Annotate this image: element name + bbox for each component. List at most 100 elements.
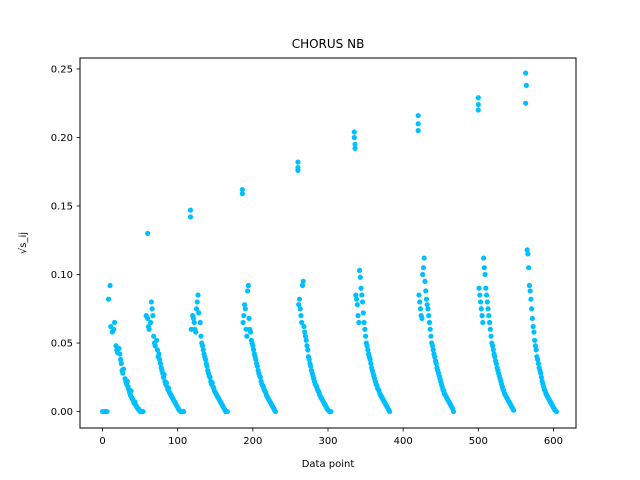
data-point [140, 408, 146, 415]
data-point [416, 292, 422, 298]
data-point [299, 282, 306, 289]
data-point [306, 356, 312, 363]
data-point [351, 129, 357, 135]
data-point [482, 271, 488, 278]
data-point [421, 255, 427, 261]
data-point [193, 329, 199, 335]
data-point [489, 343, 496, 349]
data-point [420, 265, 427, 271]
data-point [367, 356, 373, 363]
data-point [145, 315, 151, 321]
data-point [486, 313, 492, 319]
data-point [204, 363, 210, 369]
data-point [362, 326, 368, 332]
data-point [105, 296, 112, 302]
data-point [308, 363, 314, 369]
y-tick-label: 0.15 [51, 202, 73, 213]
data-point [188, 326, 194, 332]
data-point [535, 356, 541, 363]
y-tick-label: 0.20 [51, 133, 73, 144]
data-point [477, 292, 483, 298]
data-point [358, 285, 364, 291]
data-point [251, 347, 257, 353]
data-point [538, 370, 544, 376]
data-point [535, 360, 542, 367]
data-point [198, 333, 204, 339]
data-point [356, 267, 363, 274]
data-point [117, 356, 124, 363]
data-point [209, 380, 215, 386]
points-layer [99, 70, 560, 415]
data-point [154, 347, 161, 353]
data-point [152, 343, 158, 349]
data-point [246, 315, 252, 321]
data-point [428, 333, 434, 339]
data-point [107, 282, 113, 289]
data-point [295, 159, 301, 165]
data-point [124, 378, 130, 385]
data-point [533, 347, 539, 353]
data-point [529, 315, 536, 321]
data-point [117, 351, 123, 357]
data-point [240, 319, 246, 326]
data-point [207, 374, 213, 380]
data-point [297, 306, 303, 312]
data-point [365, 347, 371, 353]
data-point [487, 326, 493, 332]
data-point [432, 354, 438, 360]
data-point [241, 313, 247, 319]
data-point [224, 408, 230, 415]
data-point [480, 319, 486, 326]
data-point [538, 374, 545, 380]
x-tick-label: 100 [168, 436, 187, 447]
data-point [111, 319, 118, 326]
data-point [359, 292, 365, 298]
data-point [244, 333, 250, 339]
data-point [257, 374, 263, 380]
data-point [430, 347, 436, 353]
data-point [244, 288, 251, 294]
data-point [128, 388, 134, 394]
chart-title: CHORUS NB [292, 37, 365, 51]
data-point [352, 141, 358, 147]
data-point [362, 333, 369, 339]
data-point [253, 356, 259, 363]
data-point [145, 230, 151, 237]
data-point [157, 360, 164, 367]
data-point [352, 145, 358, 152]
data-point [450, 408, 457, 415]
data-point [477, 299, 484, 305]
data-point [301, 323, 307, 330]
data-point [480, 255, 487, 261]
data-point [146, 326, 152, 332]
data-point [415, 121, 421, 127]
data-point [523, 82, 530, 89]
data-point [328, 408, 334, 415]
data-point [181, 408, 187, 415]
data-point [116, 345, 122, 352]
data-point [532, 343, 539, 349]
data-point [488, 333, 494, 339]
x-tick-label: 500 [469, 436, 488, 447]
data-point [161, 371, 167, 378]
data-point [357, 274, 363, 280]
data-point [368, 360, 374, 367]
data-point [118, 360, 124, 367]
data-point [417, 299, 423, 305]
data-point [239, 186, 245, 193]
data-point [427, 326, 433, 332]
data-point [148, 319, 154, 326]
data-point [429, 343, 436, 349]
data-point [527, 288, 533, 294]
data-point [296, 296, 303, 302]
data-point [163, 380, 170, 386]
data-point [353, 292, 359, 298]
data-point [360, 310, 366, 316]
data-point [529, 306, 535, 312]
data-point [425, 306, 431, 312]
data-point [120, 366, 127, 372]
data-point [187, 214, 194, 220]
y-axis: 0.00 0.05 0.10 0.15 0.20 0.25 [51, 64, 80, 418]
